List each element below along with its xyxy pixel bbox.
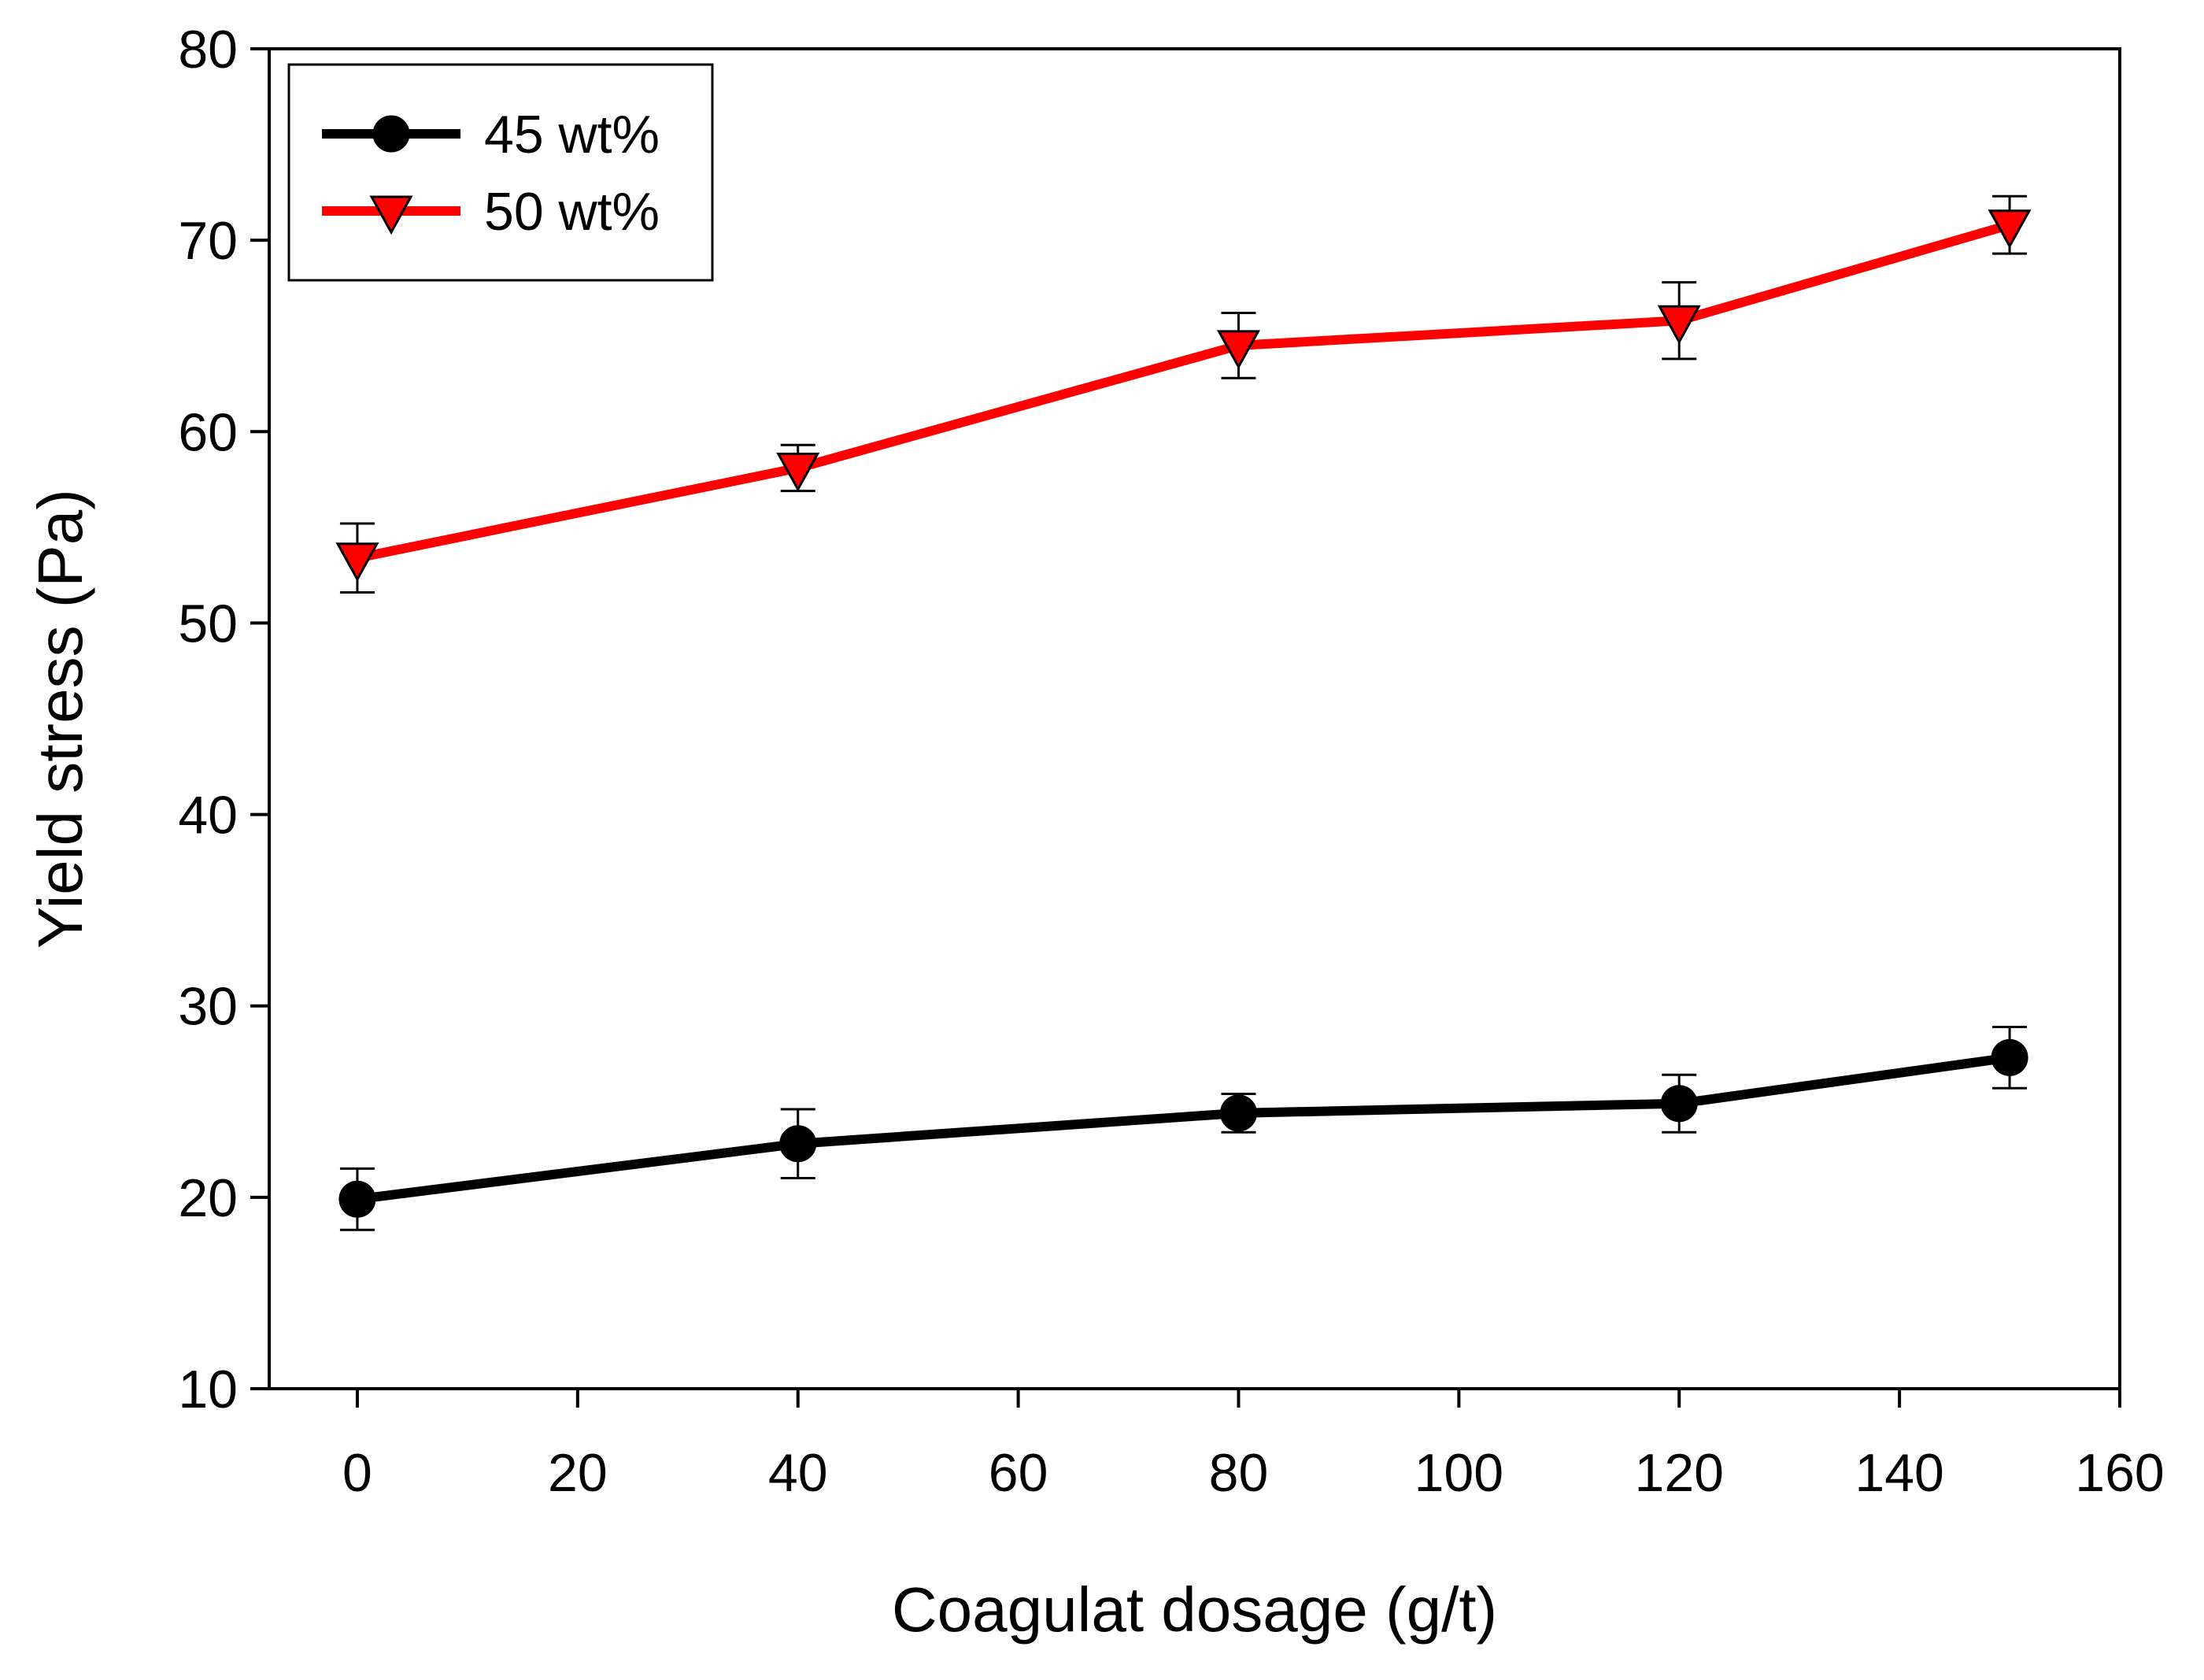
y-tick-label-10: 10 bbox=[178, 1360, 238, 1419]
y-tick-label-30: 30 bbox=[178, 977, 238, 1037]
data-point-1-1 bbox=[776, 452, 820, 492]
y-tick-label-70: 70 bbox=[178, 211, 238, 271]
x-axis-title: Coagulat dosage (g/t) bbox=[892, 1575, 1497, 1645]
y-tick-label-50: 50 bbox=[178, 594, 238, 653]
legend-marker-1 bbox=[369, 195, 413, 235]
data-point-0-2 bbox=[1219, 1094, 1257, 1132]
data-point-0-1 bbox=[779, 1125, 817, 1163]
data-point-1-2 bbox=[1216, 330, 1261, 369]
series-1 bbox=[335, 194, 2032, 594]
x-tick-label-60: 60 bbox=[989, 1443, 1048, 1503]
y-tick-label-20: 20 bbox=[178, 1168, 238, 1228]
x-tick-label-100: 100 bbox=[1414, 1443, 1503, 1503]
series-line-0 bbox=[357, 1053, 2010, 1204]
y-tick-label-60: 60 bbox=[178, 402, 238, 462]
x-tick-label-20: 20 bbox=[548, 1443, 608, 1503]
data-point-1-4 bbox=[1988, 209, 2032, 249]
legend-item-0: 45 wt% bbox=[322, 105, 660, 165]
y-axis-title: Yield stress (Pa) bbox=[25, 489, 95, 949]
x-tick-label-140: 140 bbox=[1855, 1443, 1943, 1503]
x-tick-label-0: 0 bbox=[342, 1443, 372, 1503]
y-tick-label-80: 80 bbox=[178, 20, 238, 80]
legend-marker-0 bbox=[372, 115, 410, 153]
data-point-0-0 bbox=[338, 1180, 376, 1218]
x-tick-label-120: 120 bbox=[1635, 1443, 1724, 1503]
legend-label-0: 45 wt% bbox=[484, 105, 660, 165]
data-point-1-3 bbox=[1657, 305, 1701, 345]
data-point-1-0 bbox=[335, 542, 379, 582]
data-point-0-3 bbox=[1660, 1085, 1698, 1123]
legend-box bbox=[287, 63, 714, 282]
data-point-0-4 bbox=[1991, 1038, 2028, 1076]
x-tick-label-160: 160 bbox=[2075, 1443, 2164, 1503]
y-tick-label-40: 40 bbox=[178, 786, 238, 846]
x-tick-label-40: 40 bbox=[768, 1443, 828, 1503]
legend-item-1: 50 wt% bbox=[322, 182, 660, 242]
legend-label-1: 50 wt% bbox=[484, 182, 660, 242]
series-0 bbox=[338, 1025, 2028, 1231]
plot-frame bbox=[268, 47, 2121, 1390]
x-tick-label-80: 80 bbox=[1209, 1443, 1269, 1503]
